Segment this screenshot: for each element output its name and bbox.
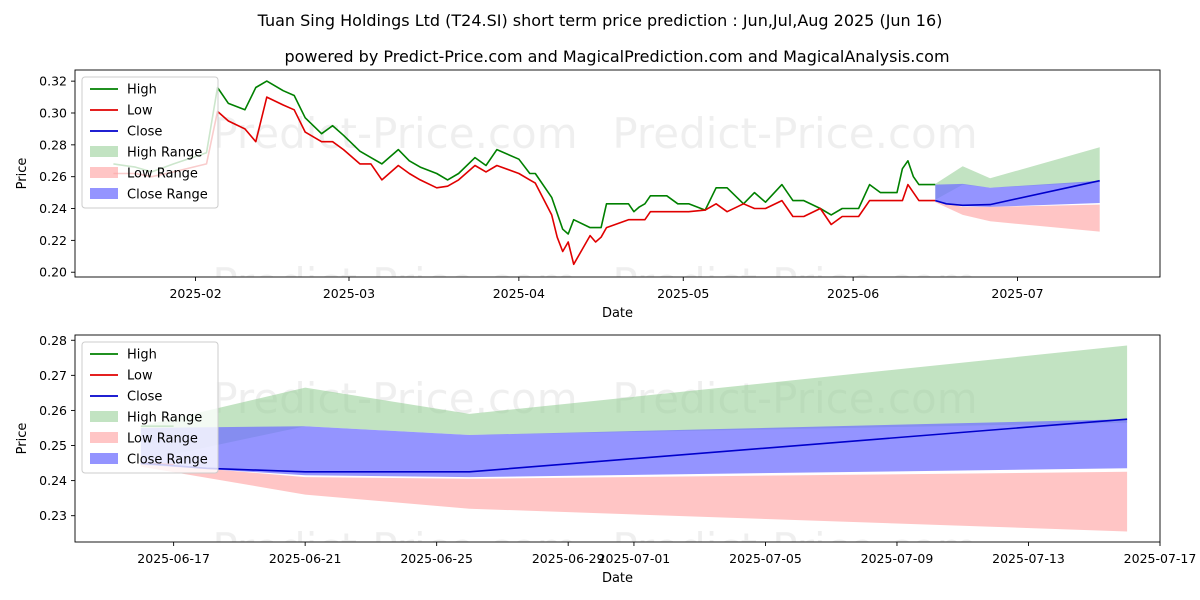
watermark-text: Predict-Price.com [612,259,977,308]
high-range-band [140,345,1128,462]
x-tick-label: 2025-03 [323,286,375,301]
x-axis-label: Date [602,571,633,586]
y-axis-label: Price [15,158,30,190]
legend-label: High Range [127,146,202,161]
legend-label: High Range [127,411,202,426]
x-tick-label: 2025-07-17 [1124,551,1197,566]
axes-frame [74,69,1161,278]
low-range-band [935,200,1100,232]
legend-swatch-high-range [90,411,118,422]
x-tick-label: 2025-07-13 [992,551,1065,566]
legend-label: Close Range [127,453,208,468]
y-tick-label: 0.28 [39,333,67,348]
x-axis-label: Date [602,306,633,321]
legend-label: Low [127,369,153,384]
x-tick-label: 2025-07-05 [729,551,802,566]
legend-swatch-low-range [90,432,118,443]
chart-subtitle: powered by Predict-Price.com and Magical… [284,47,949,66]
y-tick-label: 0.24 [39,201,67,216]
legend-swatch-high-range [90,146,118,157]
x-tick-label: 2025-06-17 [137,551,210,566]
x-tick-label: 2025-05 [657,286,709,301]
y-tick-label: 0.27 [39,368,67,383]
y-tick-label: 0.26 [39,169,67,184]
close-range-band [935,180,1100,207]
axes-frame [74,334,1161,543]
x-tick-label: 2025-07-09 [861,551,934,566]
legend-label: Low [127,104,153,119]
legend-label: Close [127,390,162,405]
x-tick-label: 2025-04 [493,286,545,301]
watermark-text: Predict-Price.com [212,259,577,308]
legend-label: Low Range [127,432,198,447]
y-axis-label: Price [15,423,30,455]
y-tick-label: 0.30 [39,105,67,120]
x-tick-label: 2025-06 [827,286,879,301]
legend-label: Close [127,125,162,140]
legend-label: Close Range [127,188,208,203]
low-range-band [140,463,1128,532]
x-tick-label: 2025-06-25 [400,551,473,566]
legend-swatch-close-range [90,188,118,199]
y-tick-label: 0.22 [39,233,67,248]
x-tick-label: 2025-07 [991,286,1043,301]
x-tick-label: 2025-06-21 [269,551,342,566]
watermark-text: Predict-Price.com [612,524,977,573]
watermark-text: Predict-Price.com [612,109,977,158]
legend: High Low Close High Range Low Range Close Ran… [81,76,219,209]
watermark-text: Predict-Price.com [212,524,577,573]
legend-label: High [127,83,157,98]
y-tick-label: 0.23 [39,508,67,523]
low-line [113,96,936,266]
chart-title: Tuan Sing Holdings Ltd (T24.SI) short te… [257,11,943,30]
y-tick-label: 0.28 [39,137,67,152]
x-tick-label: 2025-06-29 [532,551,605,566]
high-line [113,80,936,235]
watermark-text: Predict-Price.com [212,109,577,158]
history-panel: Predict-Price.com Predict-Price.com Predic… [15,69,1161,321]
legend-label: Low Range [127,167,198,182]
y-tick-label: 0.32 [39,74,67,89]
y-tick-label: 0.25 [39,438,67,453]
x-tick-label: 2025-07-01 [598,551,671,566]
legend-label: High [127,348,157,363]
legend: High Low Close High Range Low Range Close Ran… [81,341,219,474]
plot-area: Predict-Price.com Predict-Price.com Predic… [113,80,1100,308]
y-tick-label: 0.20 [39,265,67,280]
plot-area: Predict-Price.comPredict-Price.comPredic… [140,345,1128,573]
y-tick-label: 0.26 [39,403,67,418]
close-range-band [140,419,1128,478]
close-line [935,179,1100,207]
x-tick-label: 2025-02 [169,286,221,301]
forecast-panel: Predict-Price.comPredict-Price.comPredic… [15,333,1196,586]
legend-swatch-low-range [90,167,118,178]
legend-swatch-close-range [90,453,118,464]
y-tick-label: 0.24 [39,473,67,488]
high-range-band [935,147,1100,200]
